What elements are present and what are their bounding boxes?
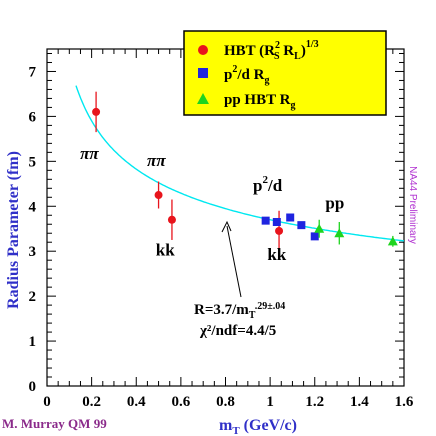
fit-formula-sub: T [249,310,256,321]
legend-entry-pd-sup: 2 [232,64,237,75]
data-point-pp [334,228,345,238]
fit-curve-layer [75,85,405,242]
data-point-hbt [167,215,176,224]
preliminary-label: NA44 Preliminary [407,166,418,244]
legend-entry-pp-sub: g [290,100,295,111]
legend-entry-hbt-sup: 2 [275,40,280,51]
legend-entry-hbt-main: HBT (R [224,43,275,59]
x-tick-label: 1.4 [350,394,369,410]
legend-entry-pd: p2/d Rg [224,64,269,86]
y-tick-label: 6 [29,109,37,125]
x-tick-label: 0.2 [82,394,101,410]
data-point-pp [387,236,398,246]
annotation-label: ππ [80,144,99,163]
x-axis-title-main: m [219,417,233,434]
y-axis-title: Radius Parameter (fm) [5,151,22,309]
fit-formula-main: R=3.7/m [194,302,249,318]
y-tick-label: 0 [29,379,37,395]
legend-entry-pp: pp HBT Rg [224,92,295,111]
x-tick-label: 1.2 [305,394,324,410]
pd-label-sup: 2 [262,174,268,186]
legend-entry-pd-mid: /d R [236,67,264,83]
data-point-pd [272,217,281,226]
legend-box [183,30,387,116]
fit-formula-sup: .29±.04 [255,301,286,312]
data-point-pd [297,221,306,230]
pd-label-main: p [253,176,262,195]
fit-formula-line1: R=3.7/mT.29±.04 [194,301,285,321]
data-point-pp [314,223,325,233]
data-point-hbt [92,107,101,116]
legend-entry-pp-main: pp HBT R [224,92,291,108]
fit-curve [75,85,405,242]
legend: HBT (R2 S RL)1/3 p2/d Rg pp HBT Rg [183,30,387,116]
legend-entry-hbt-mid: R [280,43,295,59]
axis-ticks-layer: 0 0.2 0.4 0.6 0.8 1 1.2 1.4 1.6 0 1 2 3 4 5 6 7 [29,49,414,410]
y-tick-label: 4 [29,199,37,215]
x-axis-title: mT (GeV/c) [219,417,297,436]
legend-entry-hbt-end: ) [301,43,306,59]
y-tick-label: 7 [29,64,37,80]
data-point-pd [286,213,295,222]
y-tick-label: 5 [29,154,37,170]
legend-entry-hbt: HBT (R2 S RL)1/3 [224,39,319,62]
legend-entry-hbt-sub2: L [294,51,301,62]
annotation-label: ππ [147,151,166,170]
y-tick-label: 3 [29,244,37,260]
fit-pointer-line [226,225,242,298]
x-axis-title-unit: (GeV/c) [240,417,297,434]
x-tick-label: 0 [43,394,51,410]
annotation-label: kk [267,245,286,264]
y-tick-label: 2 [29,289,37,305]
annotation-label: pp [325,194,344,213]
data-point-hbt [154,191,163,200]
legend-entry-hbt-exp: 1/3 [306,39,319,50]
legend-marker-pp [197,93,209,104]
credit-label: M. Murray QM 99 [2,416,107,431]
annotation-label: kk [156,241,175,260]
x-tick-label: 0.4 [127,394,146,410]
x-tick-label: 0.8 [216,394,235,410]
x-tick-label: 0.6 [172,394,191,410]
x-tick-label: 1 [266,394,274,410]
data-point-hbt [275,226,284,235]
pd-label: p2/d [253,174,283,195]
pd-label-rest: /d [267,176,283,195]
data-point-pd [310,232,319,241]
annotations-layer: ππ ππ kk kk pp [80,144,344,264]
legend-marker-pd [198,68,208,78]
legend-entry-pd-main: p [224,67,232,83]
y-tick-label: 1 [29,334,37,350]
fit-formula-line2: χ²/ndf=4.4/5 [199,323,276,339]
fit-pointer-arrowhead [221,220,232,233]
legend-marker-hbt [198,45,208,55]
data-point-pd [261,216,270,225]
data-points-layer [92,91,398,252]
x-tick-label: 1.6 [395,394,414,410]
legend-entry-hbt-sub1: S [274,51,280,62]
legend-entry-pd-sub: g [264,75,269,86]
x-axis-title-sub: T [232,425,240,436]
